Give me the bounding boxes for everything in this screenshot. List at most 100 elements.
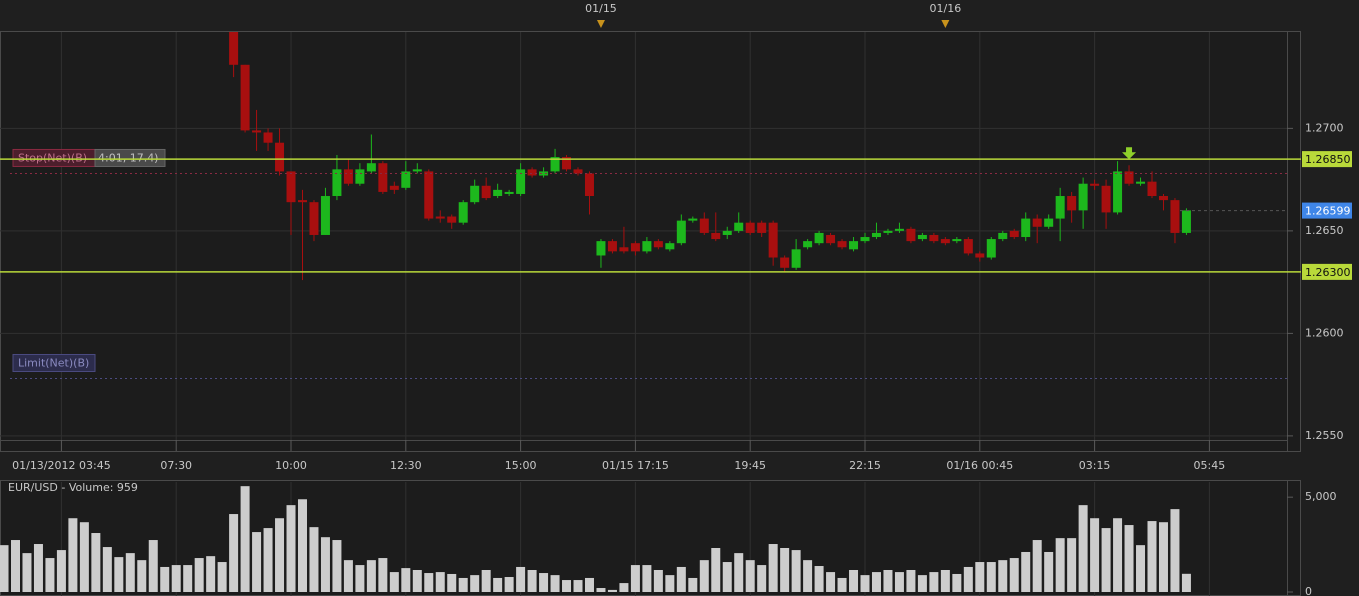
- candle-body: [389, 185, 399, 190]
- candle-body: [275, 142, 285, 172]
- candle-body: [757, 222, 767, 233]
- volume-bar: [33, 544, 43, 592]
- volume-bar: [458, 577, 468, 592]
- candle-body: [1158, 196, 1168, 201]
- candle-body: [1113, 171, 1123, 213]
- volume-bar: [68, 518, 78, 592]
- volume-bar: [332, 540, 342, 592]
- x-tick-label: 01/16 00:45: [946, 459, 1013, 472]
- volume-bar: [22, 553, 32, 592]
- day-marker: [596, 20, 605, 28]
- candle-body: [1136, 181, 1146, 184]
- candle-body: [745, 222, 755, 233]
- volume-bar: [240, 486, 250, 592]
- candle-body: [263, 132, 273, 143]
- volume-bar: [917, 575, 927, 592]
- volume-bar: [125, 553, 135, 592]
- volume-bar: [619, 583, 629, 592]
- volume-bar: [963, 566, 973, 592]
- volume-bar: [493, 577, 503, 592]
- volume-bar: [252, 532, 262, 592]
- candle-body: [1090, 183, 1100, 186]
- candle-body: [688, 218, 698, 221]
- candle-body: [768, 222, 778, 258]
- candle-body: [229, 32, 239, 65]
- volume-bar: [849, 570, 859, 592]
- volume-bar: [171, 565, 181, 592]
- volume-bar: [183, 565, 193, 592]
- candle-body: [481, 185, 491, 199]
- x-tick-label: 19:45: [734, 459, 766, 472]
- volume-bar: [412, 570, 422, 592]
- volume-bar: [780, 548, 790, 592]
- candle-body: [527, 169, 537, 176]
- candle-body: [711, 232, 721, 240]
- volume-bar: [630, 565, 640, 592]
- candle-body: [332, 169, 342, 197]
- candle-body: [1147, 181, 1157, 197]
- candle-body: [401, 171, 411, 188]
- x-tick-label: 07:30: [160, 459, 192, 472]
- volume-bar: [711, 548, 721, 592]
- candle-body: [998, 232, 1008, 240]
- volume-bar: [642, 565, 652, 592]
- volume-bar: [596, 588, 606, 592]
- volume-bar: [1113, 518, 1123, 592]
- candle-body: [722, 230, 732, 235]
- y-tick-label: 1.2550: [1305, 429, 1344, 442]
- candle-body: [630, 243, 640, 252]
- day-marker-label: 01/15: [585, 2, 617, 15]
- volume-bar: [79, 522, 89, 592]
- x-tick-label: 01/15 17:15: [602, 459, 669, 472]
- candle-body: [458, 202, 468, 223]
- volume-bar: [516, 566, 526, 592]
- volume-bar: [263, 528, 273, 592]
- volume-bar: [286, 505, 296, 592]
- candle-body: [493, 189, 503, 197]
- candle-body: [619, 247, 629, 252]
- x-tick-label: 03:15: [1079, 459, 1111, 472]
- candle-body: [297, 200, 307, 203]
- candle-body: [562, 157, 572, 170]
- volume-bar: [229, 514, 239, 592]
- volume-bar: [309, 527, 319, 592]
- candle-body: [343, 169, 353, 184]
- y-tick-label: 5,000: [1305, 490, 1337, 503]
- volume-bar: [206, 556, 216, 592]
- volume-bar: [745, 560, 755, 592]
- x-tick-label: 22:15: [849, 459, 881, 472]
- volume-bar: [1181, 573, 1191, 592]
- level-label: 1.26850: [1305, 153, 1351, 166]
- candle-body: [1181, 210, 1191, 233]
- candle-body: [320, 196, 330, 235]
- volume-bar: [860, 575, 870, 592]
- volume-bar: [160, 566, 170, 592]
- volume-series: [0, 486, 1191, 592]
- candle-body: [952, 239, 962, 242]
- volume-bar: [1067, 538, 1077, 592]
- volume-bar: [527, 570, 537, 592]
- volume-bar: [1101, 528, 1111, 592]
- volume-bar: [275, 518, 285, 592]
- candle-body: [355, 169, 365, 184]
- volume-bar: [504, 577, 514, 592]
- candle-body: [837, 241, 847, 248]
- order-tag: [12, 353, 96, 372]
- candle-body: [963, 239, 973, 254]
- volume-bar: [986, 562, 996, 592]
- volume-bar: [826, 572, 836, 592]
- candle-body: [986, 239, 996, 258]
- volume-bar: [768, 544, 778, 592]
- volume-bar: [45, 558, 55, 592]
- candle-body: [470, 185, 480, 203]
- signal-arrow: [1122, 147, 1137, 160]
- candle-body: [435, 216, 445, 219]
- candle-body: [1032, 218, 1042, 227]
- candle-body: [940, 239, 950, 244]
- volume-bar: [929, 572, 939, 592]
- volume-bar: [102, 547, 112, 592]
- candle-body: [1101, 185, 1111, 213]
- candle-body: [1044, 218, 1054, 227]
- volume-bar: [676, 566, 686, 592]
- candle-body: [883, 230, 893, 233]
